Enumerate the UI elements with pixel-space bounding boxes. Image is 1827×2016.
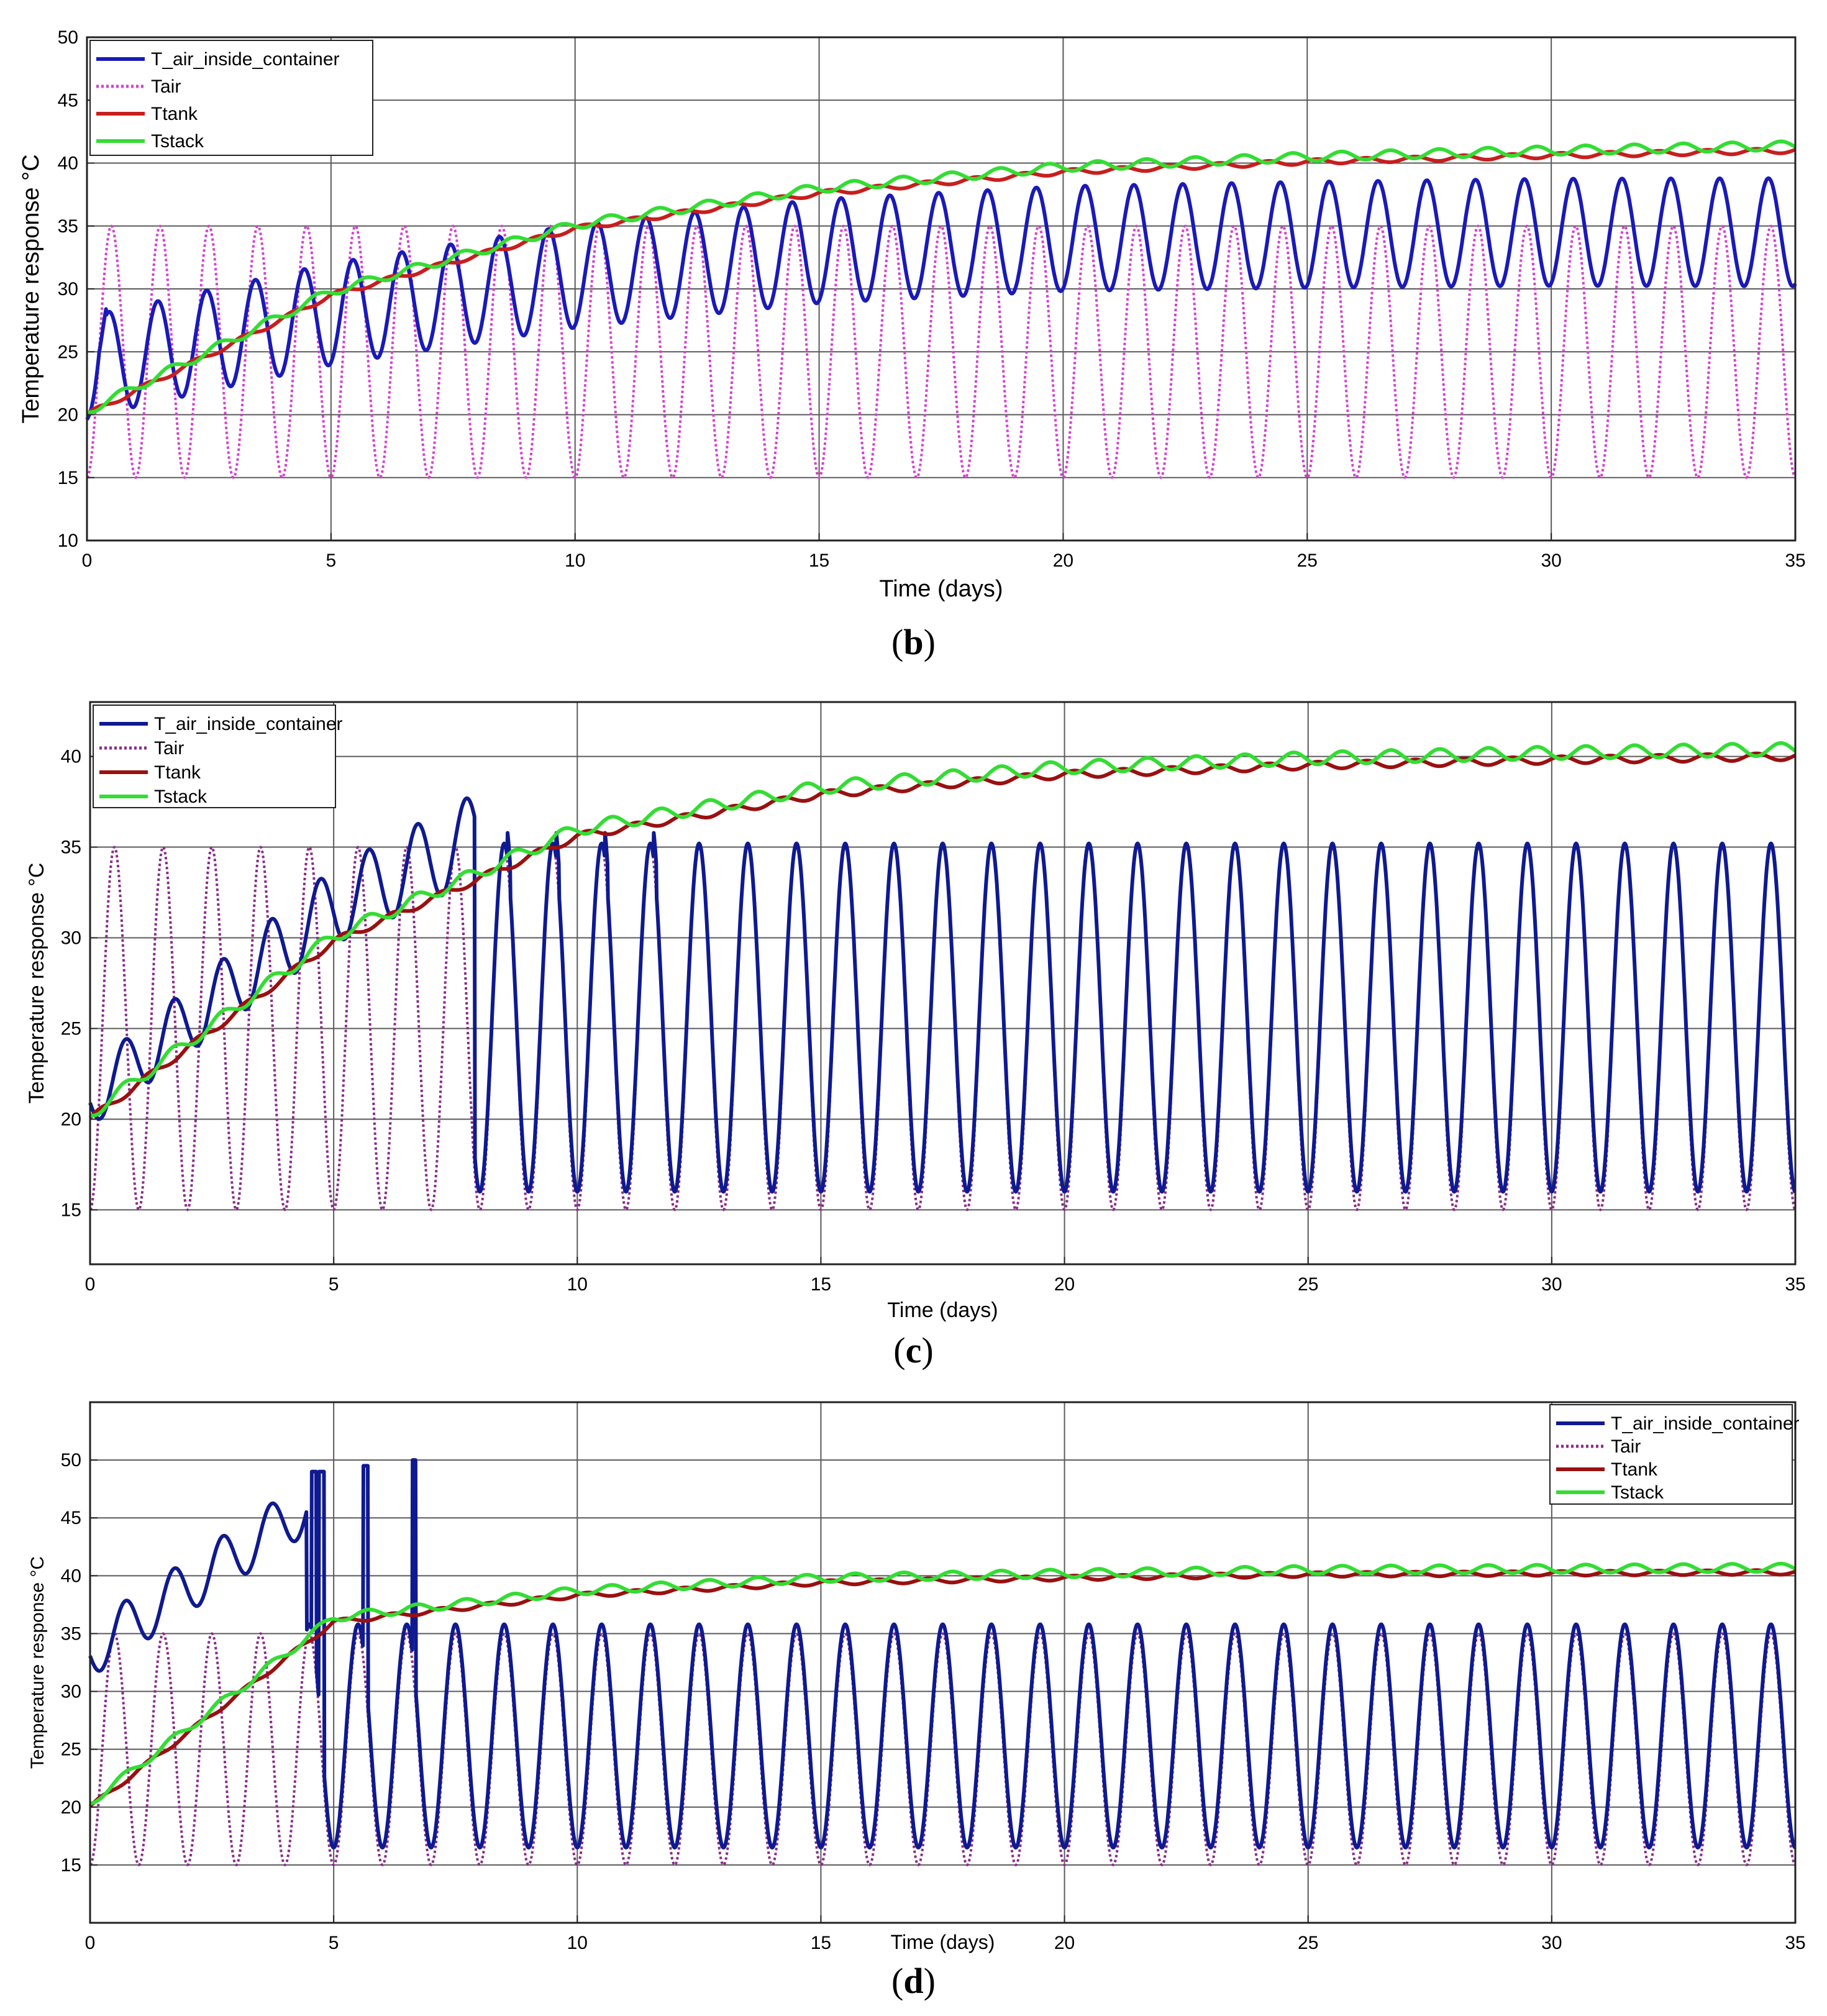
x-tick-label: 5 (326, 550, 337, 571)
chart-b: 0 5 10 15 20 25 30 35 10 15 20 25 30 35 40 45 50 Time (da… (18, 27, 1806, 602)
y-tick-label: 35 (61, 837, 81, 858)
x-tick-label: 25 (1298, 1274, 1318, 1295)
series-line-ttank (88, 751, 1797, 1120)
x-tick-label: 20 (1053, 550, 1073, 571)
x-tick-label: 35 (1785, 1933, 1805, 1953)
x-tick-label: 15 (811, 1274, 831, 1295)
y-tick-label: 30 (58, 279, 78, 299)
series-line-t-air-inside-container (88, 796, 1797, 1194)
legend-label: Tair (154, 738, 184, 759)
x-tick-label: 0 (82, 550, 93, 571)
legend-label: T_air_inside_container (1611, 1413, 1800, 1434)
x-tick-label: 25 (1298, 1933, 1318, 1953)
y-tick-label: 50 (58, 27, 78, 48)
x-tick-label: 15 (811, 1933, 831, 1953)
chart-d: 0 5 10 15 20 25 30 35 15 20 25 30 35 40 45 50 Time (days… (27, 1401, 1806, 1953)
y-tick-label: 20 (61, 1109, 81, 1129)
x-tick-label: 5 (329, 1933, 339, 1953)
legend-label: Ttank (1611, 1459, 1658, 1480)
y-tick-label: 35 (61, 1623, 81, 1644)
y-tick-label: 20 (61, 1797, 81, 1818)
series-line-tair (86, 224, 1797, 479)
legend-box (1549, 1404, 1793, 1505)
y-tick-label: 40 (61, 747, 81, 767)
y-tick-label: 25 (61, 1740, 81, 1760)
caption-d-letter: d (903, 1961, 924, 2001)
x-tick-label: 10 (567, 1274, 588, 1295)
legend-label: Tstack (151, 131, 204, 152)
y-tick-label: 25 (58, 342, 78, 362)
y-tick-label: 35 (58, 216, 78, 237)
legend-label: T_air_inside_container (154, 714, 343, 734)
plot-area (90, 702, 1795, 1264)
x-tick-label: 0 (85, 1933, 96, 1953)
y-tick-label: 20 (58, 405, 78, 426)
legend-label: Tstack (1611, 1482, 1664, 1503)
y-axis-label: Temperature response °C (25, 863, 48, 1104)
y-tick-label: 30 (61, 1682, 81, 1702)
y-tick-label: 50 (61, 1450, 81, 1471)
series-line-tair (89, 1632, 1797, 1866)
series-line-tstack (88, 1561, 1797, 1806)
chart-panel-b: 0 5 10 15 20 25 30 35 10 15 20 25 30 35 40 45 50 Time (da… (0, 0, 1827, 621)
y-tick-label: 30 (61, 928, 81, 949)
x-axis-label: Time (days) (887, 1298, 998, 1322)
x-axis-label: Time (days) (891, 1931, 995, 1953)
y-tick-label: 15 (61, 1855, 81, 1876)
y-tick-label: 45 (61, 1508, 81, 1528)
legend-label: Ttank (151, 104, 198, 124)
x-axis-label: Time (days) (879, 576, 1003, 602)
y-axis-label: Temperature response °C (27, 1556, 48, 1769)
caption-b: (b) (891, 622, 936, 662)
x-tick-label: 35 (1785, 550, 1805, 571)
legend-label: Ttank (154, 762, 201, 783)
y-tick-label: 40 (58, 153, 78, 174)
series-line-t-air-inside-container (88, 1458, 1797, 1850)
y-axis-label: Temperature response °C (18, 154, 44, 423)
y-tick-label: 25 (61, 1018, 81, 1039)
legend-label: Tair (151, 76, 181, 97)
legend-label: Tair (1611, 1436, 1641, 1457)
y-tick-label: 45 (58, 90, 78, 111)
x-tick-label: 35 (1785, 1274, 1805, 1295)
chart-panel-d: 0 5 10 15 20 25 30 35 15 20 25 30 35 40 45 50 Time (days… (0, 1382, 1827, 1973)
legend-label: Tstack (154, 787, 207, 807)
x-tick-label: 20 (1054, 1274, 1075, 1295)
y-tick-label: 10 (58, 531, 78, 551)
axes-frame (89, 1401, 1797, 1924)
series-line-tstack (85, 139, 1797, 414)
x-tick-label: 20 (1054, 1933, 1075, 1953)
x-tick-label: 30 (1541, 550, 1561, 571)
chart-panel-c: 0 5 10 15 20 25 30 35 15 20 25 30 35 40 Time (days) Tem… (0, 677, 1827, 1336)
caption-d: (d) (891, 1961, 936, 2001)
y-tick-label: 15 (61, 1200, 81, 1220)
series-line-t-air-inside-container (85, 176, 1797, 421)
caption-c: (c) (893, 1330, 934, 1371)
x-tick-label: 25 (1297, 550, 1318, 571)
axes-frame (89, 701, 1797, 1266)
x-tick-label: 10 (567, 1933, 588, 1953)
series-line-tstack (88, 741, 1797, 1118)
x-tick-label: 30 (1541, 1933, 1562, 1953)
caption-b-letter: b (903, 622, 924, 662)
x-tick-label: 15 (809, 550, 829, 571)
plot-area (90, 1402, 1795, 1923)
y-tick-label: 40 (61, 1566, 81, 1586)
x-tick-label: 0 (85, 1274, 96, 1295)
y-tick-label: 15 (58, 468, 78, 488)
caption-c-letter: c (905, 1330, 922, 1371)
x-tick-label: 30 (1541, 1274, 1562, 1295)
x-tick-label: 10 (565, 550, 585, 571)
x-tick-label: 5 (329, 1274, 339, 1295)
legend-label: T_air_inside_container (151, 49, 340, 70)
chart-c: 0 5 10 15 20 25 30 35 15 20 25 30 35 40 Time (days) Tem… (25, 701, 1806, 1322)
